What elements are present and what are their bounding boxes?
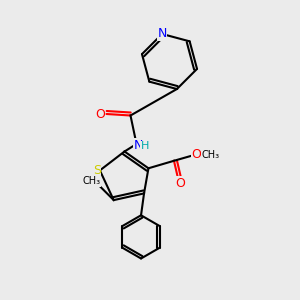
Text: H: H (141, 141, 149, 152)
Text: N: N (133, 139, 143, 152)
Text: N: N (158, 28, 167, 40)
Text: CH₃: CH₃ (83, 176, 101, 186)
Text: S: S (93, 164, 101, 177)
Text: O: O (95, 107, 105, 121)
Text: O: O (191, 148, 201, 161)
Text: CH₃: CH₃ (202, 150, 220, 160)
Text: O: O (175, 177, 185, 190)
